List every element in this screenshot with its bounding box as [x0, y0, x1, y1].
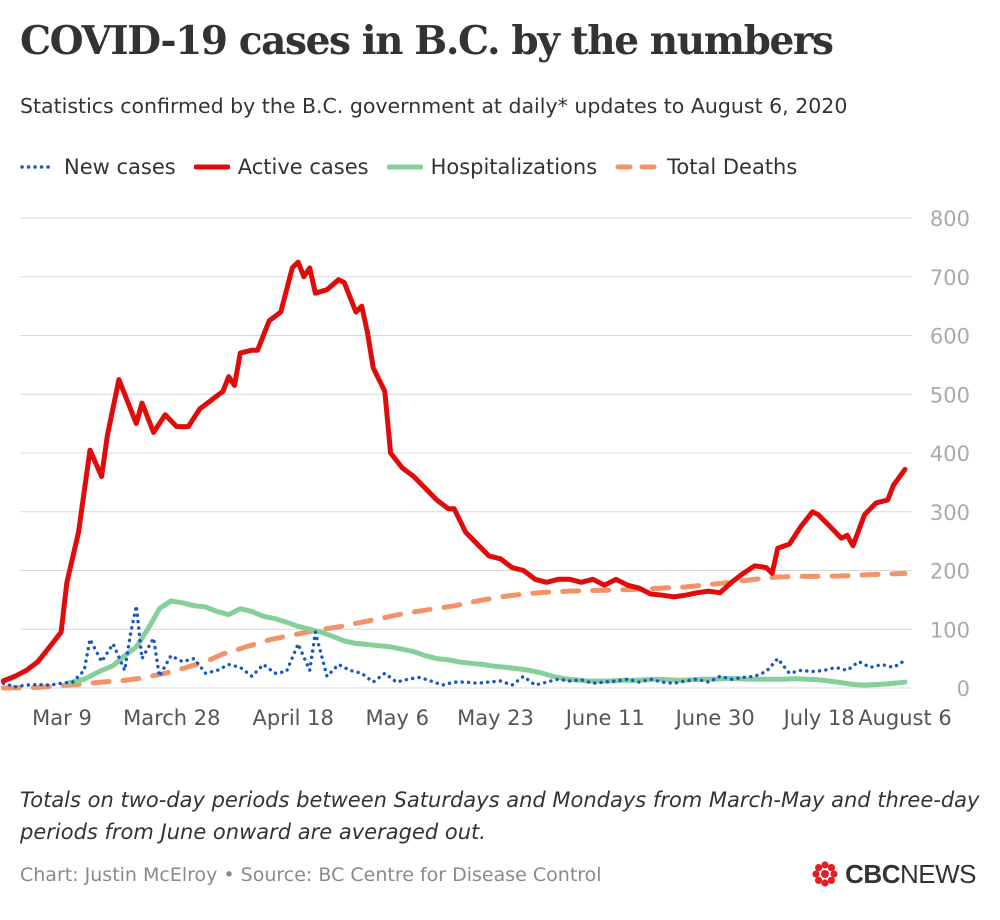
x-tick-label-2: April 18	[252, 706, 333, 730]
series-line-hospitalizations	[64, 598, 908, 688]
y-tick-label-600: 600	[930, 325, 970, 349]
y-tick-label-500: 500	[930, 383, 970, 407]
x-tick-label-0: Mar 9	[32, 706, 92, 730]
series-line-active-cases	[0, 259, 908, 684]
legend-item-hospitalizations: Hospitalizations	[386, 155, 598, 179]
chart-title: COVID-19 cases in B.C. by the numbers	[20, 18, 834, 64]
x-tick-label-8: August 6	[858, 706, 952, 730]
y-tick-label-0: 0	[957, 677, 970, 701]
series-line-total-deaths	[0, 570, 908, 691]
y-tick-label-300: 300	[930, 501, 970, 525]
chart-footnote: Totals on two-day periods between Saturd…	[20, 788, 980, 844]
logo-cbc-text: CBC	[845, 858, 900, 889]
legend-swatch-active-cases	[193, 164, 230, 170]
legend-item-new-cases: New cases	[20, 155, 176, 179]
cbc-gem-icon	[812, 861, 838, 887]
y-tick-label-700: 700	[930, 266, 970, 290]
legend-label-active-cases: Active cases	[237, 155, 369, 179]
x-tick-label-7: July 18	[782, 706, 855, 730]
x-tick-label-3: May 6	[366, 706, 429, 730]
chart-plot: 0 100 200 300 400 500 600 700 800 Mar 9 March 28 Ap…	[0, 207, 970, 730]
legend-item-total-deaths: Total Deaths	[615, 155, 797, 179]
y-tick-label-200: 200	[930, 560, 970, 584]
y-tick-label-400: 400	[930, 442, 970, 466]
legend-label-total-deaths: Total Deaths	[667, 155, 798, 179]
legend-label-new-cases: New cases	[64, 155, 176, 179]
x-tick-label-1: March 28	[123, 706, 220, 730]
chart-legend: New cases Active cases Hospitalizations …	[20, 152, 815, 182]
x-tick-label-4: May 23	[457, 706, 534, 730]
x-tick-label-6: June 30	[674, 706, 755, 730]
legend-swatch-hospitalizations	[386, 164, 423, 170]
logo-news-text: NEWS	[900, 858, 977, 889]
chart-credit: Chart: Justin McElroy • Source: BC Centr…	[20, 864, 602, 886]
y-tick-label-100: 100	[930, 618, 970, 642]
cbc-news-wordmark: CBCNEWS	[845, 859, 976, 890]
legend-item-active-cases: Active cases	[193, 155, 369, 179]
cbc-news-logo: CBCNEWS	[811, 859, 977, 890]
chart-subtitle: Statistics confirmed by the B.C. governm…	[20, 94, 848, 118]
legend-swatch-new-cases	[20, 165, 56, 169]
legend-label-hospitalizations: Hospitalizations	[430, 155, 598, 179]
legend-swatch-total-deaths	[615, 164, 659, 170]
series-line-new-cases	[1, 604, 907, 689]
x-tick-label-5: June 11	[564, 706, 645, 730]
y-tick-label-800: 800	[930, 207, 970, 231]
